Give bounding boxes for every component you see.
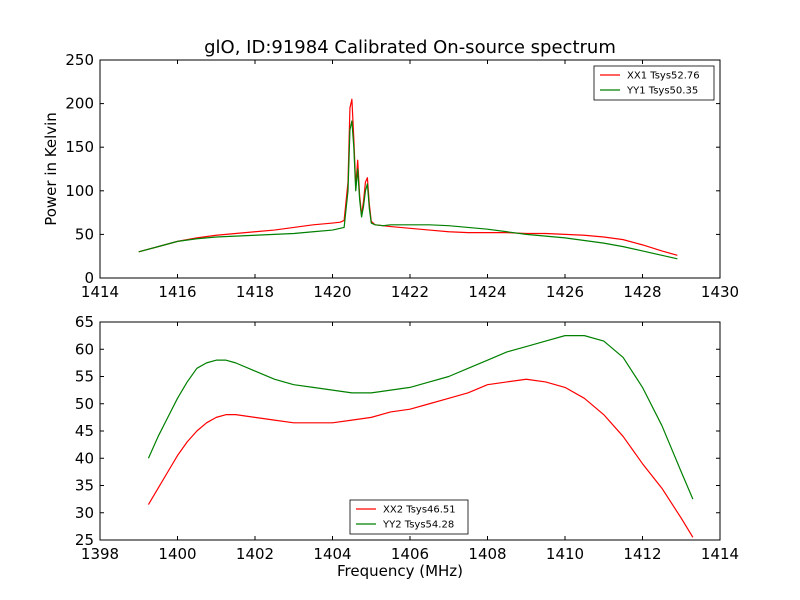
legend-box [593,65,715,101]
x-tick-label: 1430 [701,283,739,301]
x-tick-label: 1404 [313,545,351,563]
x-tick-label: 1412 [623,545,661,563]
y-tick-label: 65 [75,313,94,331]
legend-label: YY1 Tsys50.35 [626,86,698,97]
legend-box [349,499,469,535]
x-tick-label: 1410 [546,545,584,563]
y-tick-label: 0 [84,269,94,287]
series-line-yy2 [147,335,694,500]
y-tick-label: 100 [65,182,94,200]
y-tick-label: 25 [75,531,94,549]
series-line-xx1 [138,98,678,256]
legend-label: XX1 Tsys52.76 [627,71,700,82]
chart-title: glO, ID:91984 Calibrated On-source spect… [204,37,616,58]
y-tick-label: 30 [75,504,94,522]
y-axis-label: Power in Kelvin [42,112,60,226]
top-panel: 1414 1416 1418 1420 1422 1424 1426 1428 1430 0 50 1… [42,51,739,301]
y-tick-label: 50 [75,225,94,243]
x-tick-label: 1406 [391,545,429,563]
y-tick-label: 60 [75,340,94,358]
y-tick-label: 50 [75,395,94,413]
legend-label: XX2 Tsys46.51 [383,505,456,516]
bottom-panel: 1398 1400 1402 1404 1406 1408 1410 1412 1414 25 30… [75,313,739,580]
legend: XX1 Tsys52.76 YY1 Tsys50.35 [593,65,715,101]
y-tick-label: 40 [75,449,94,467]
series-line-xx2 [147,378,694,538]
x-tick-label: 1428 [623,283,661,301]
x-tick-label: 1402 [236,545,274,563]
x-axis-label: Frequency (MHz) [337,562,463,580]
x-tick-label: 1420 [313,283,351,301]
x-tick-label: 1422 [391,283,429,301]
y-tick-label: 55 [75,368,94,386]
y-tick-label: 35 [75,477,94,495]
x-tick-label: 1400 [158,545,196,563]
y-tick-label: 150 [65,138,94,156]
legend: XX2 Tsys46.51 YY2 Tsys54.28 [349,499,469,535]
x-tick-label: 1418 [236,283,274,301]
x-tick-label: 1424 [468,283,506,301]
series-line-yy1 [138,120,678,260]
x-tick-label: 1414 [701,545,739,563]
y-tick-label: 250 [65,51,94,69]
x-tick-label: 1408 [468,545,506,563]
x-tick-label: 1398 [81,545,119,563]
x-tick-label: 1426 [546,283,584,301]
x-tick-label: 1416 [158,283,196,301]
y-tick-label: 200 [65,95,94,113]
y-tick-label: 45 [75,422,94,440]
x-tick-label: 1414 [81,283,119,301]
legend-label: YY2 Tsys54.28 [382,520,454,531]
